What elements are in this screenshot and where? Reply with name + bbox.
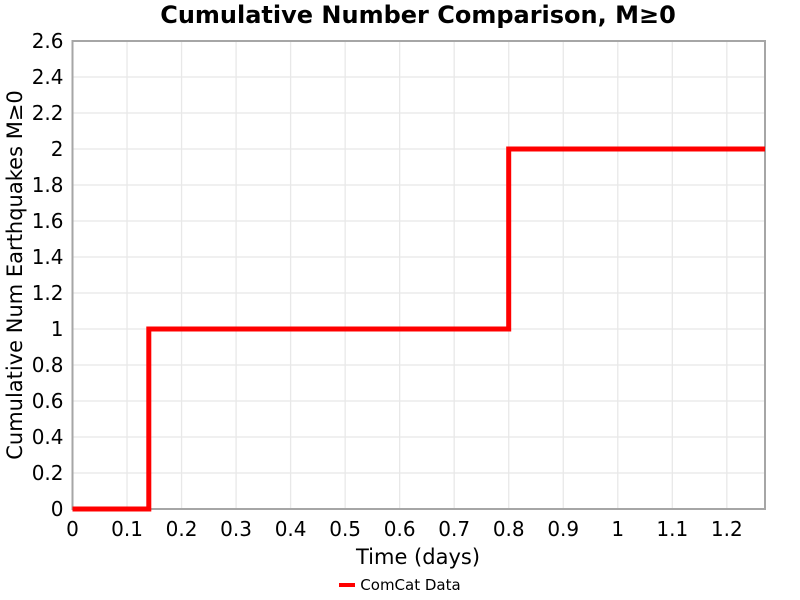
y-tick-label: 1.8 — [32, 173, 64, 197]
legend-line-marker — [339, 583, 356, 587]
x-tick-label: 0.5 — [329, 517, 361, 541]
y-tick-label: 0.6 — [32, 389, 64, 413]
y-tick-label: 1.6 — [32, 209, 64, 233]
y-tick-label: 2 — [51, 137, 64, 161]
chart-title: Cumulative Number Comparison, M≥0 — [160, 1, 676, 29]
x-tick-label: 0.1 — [111, 517, 143, 541]
y-tick-label: 2.2 — [32, 101, 64, 125]
y-tick-label: 0.8 — [32, 353, 64, 377]
y-tick-labels: 0 0.2 0.4 0.6 0.8 1 1.2 1.4 1.6 1.8 2 2.2 2.4 2.6 — [32, 29, 64, 521]
x-tick-labels: 0 0.1 0.2 0.3 0.4 0.5 0.6 0.7 0.8 0.9 1 1.1 1.2 — [66, 517, 743, 541]
y-axis-label: Cumulative Num Earthquakes M≥0 — [3, 90, 27, 460]
y-tick-label: 0 — [51, 497, 64, 521]
legend: ComCat Data — [0, 575, 800, 595]
y-tick-label: 0.2 — [32, 461, 64, 485]
x-tick-label: 0.2 — [166, 517, 198, 541]
x-tick-label: 0.6 — [384, 517, 416, 541]
y-tick-label: 2.4 — [32, 65, 64, 89]
legend-label: ComCat Data — [360, 576, 461, 594]
x-tick-label: 0.4 — [275, 517, 307, 541]
x-tick-label: 1.2 — [711, 517, 743, 541]
grid-layer — [71, 40, 765, 510]
x-tick-label: 1 — [611, 517, 624, 541]
y-tick-label: 1.2 — [32, 281, 64, 305]
comcat-step-line — [72, 146, 765, 512]
y-tick-label: 1 — [51, 317, 64, 341]
x-tick-label: 0.3 — [220, 517, 252, 541]
x-tick-label: 0 — [66, 517, 79, 541]
x-tick-label: 0.9 — [547, 517, 579, 541]
y-tick-label: 1.4 — [32, 245, 64, 269]
x-tick-label: 0.7 — [438, 517, 470, 541]
y-tick-label: 0.4 — [32, 425, 64, 449]
y-tick-label: 2.6 — [32, 29, 64, 53]
plot-frame — [71, 40, 766, 510]
x-tick-label: 0.8 — [493, 517, 525, 541]
x-axis-label: Time (days) — [355, 545, 480, 569]
x-tick-label: 1.1 — [656, 517, 688, 541]
